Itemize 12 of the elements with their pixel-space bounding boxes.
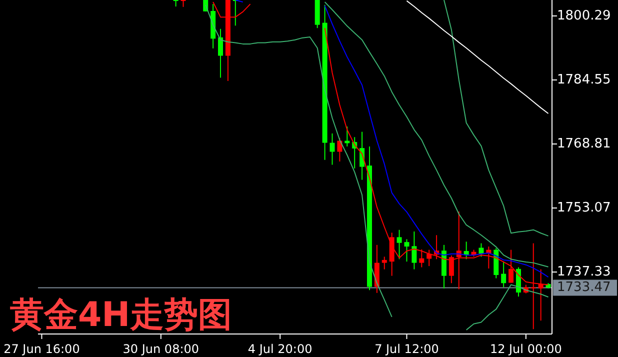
x-tick-label: 30 Jun 08:00	[122, 342, 200, 356]
x-tick-label: 27 Jun 16:00	[4, 342, 80, 356]
y-tick-label: 1784.55	[557, 72, 611, 88]
text: 黄金4H走势图	[10, 295, 232, 335]
x-tick-label: 12 Jul 00:00	[490, 342, 562, 356]
y-tick-label: 1768.81	[557, 136, 611, 152]
x-tick-label: 4 Jul 20:00	[248, 342, 312, 356]
y-tick-label: 1737.33	[557, 264, 611, 280]
y-tick-label: 1800.29	[557, 8, 611, 24]
y-tick-label: 1753.07	[557, 200, 611, 216]
x-tick-label: 7 Jul 12:00	[374, 342, 439, 356]
ref-line-label: 1733.47	[557, 280, 611, 296]
